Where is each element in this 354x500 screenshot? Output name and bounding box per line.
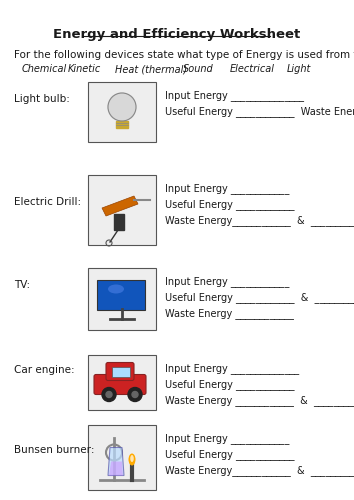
- Text: Useful Energy ____________  &  ____________: Useful Energy ____________ & ___________…: [165, 292, 354, 303]
- Text: Useful Energy ____________: Useful Energy ____________: [165, 449, 295, 460]
- Text: Waste Energy ____________: Waste Energy ____________: [165, 308, 294, 319]
- Bar: [114, 214, 124, 230]
- Ellipse shape: [129, 454, 136, 466]
- Text: Energy and Efficiency Worksheet: Energy and Efficiency Worksheet: [53, 28, 301, 41]
- Text: For the following devices state what type of Energy is used from this list:: For the following devices state what typ…: [14, 50, 354, 60]
- Text: Input Energy ____________: Input Energy ____________: [165, 433, 289, 444]
- Circle shape: [128, 388, 142, 402]
- Text: Car engine:: Car engine:: [14, 365, 75, 375]
- FancyBboxPatch shape: [97, 280, 145, 310]
- Text: Light: Light: [287, 64, 312, 74]
- Polygon shape: [102, 196, 138, 216]
- Text: Sound: Sound: [183, 64, 214, 74]
- Text: Chemical: Chemical: [22, 64, 67, 74]
- Ellipse shape: [130, 455, 134, 462]
- FancyBboxPatch shape: [94, 374, 146, 394]
- Text: Input Energy ____________: Input Energy ____________: [165, 276, 289, 287]
- Text: Bunsen burner:: Bunsen burner:: [14, 445, 95, 455]
- Bar: [88, 175, 156, 245]
- Circle shape: [106, 392, 112, 398]
- Text: Waste Energy____________  &  ____________: Waste Energy____________ & ____________: [165, 215, 354, 226]
- Text: Waste Energy ____________  &  ___________: Waste Energy ____________ & ___________: [165, 395, 354, 406]
- Bar: [88, 425, 156, 490]
- Bar: [88, 268, 156, 330]
- Circle shape: [108, 93, 136, 121]
- Text: Input Energy ______________: Input Energy ______________: [165, 363, 299, 374]
- Bar: [88, 82, 156, 142]
- Circle shape: [132, 392, 138, 398]
- Text: TV:: TV:: [14, 280, 30, 290]
- FancyBboxPatch shape: [106, 362, 134, 380]
- Ellipse shape: [108, 284, 124, 294]
- Text: Electric Drill:: Electric Drill:: [14, 197, 81, 207]
- Bar: [116, 121, 128, 128]
- FancyBboxPatch shape: [112, 366, 130, 376]
- Text: Useful Energy ____________: Useful Energy ____________: [165, 379, 295, 390]
- Text: Heat (thermal): Heat (thermal): [115, 64, 187, 74]
- Polygon shape: [108, 448, 124, 475]
- Text: Useful Energy ____________  Waste Energy ___________: Useful Energy ____________ Waste Energy …: [165, 106, 354, 117]
- Text: Input Energy ____________: Input Energy ____________: [165, 183, 289, 194]
- Polygon shape: [109, 462, 123, 475]
- Text: Input Energy _______________: Input Energy _______________: [165, 90, 304, 101]
- Bar: [88, 355, 156, 410]
- Text: Useful Energy ____________: Useful Energy ____________: [165, 199, 295, 210]
- Circle shape: [102, 388, 116, 402]
- Text: Electrical: Electrical: [230, 64, 275, 74]
- Text: Light bulb:: Light bulb:: [14, 94, 70, 104]
- Text: Waste Energy____________  &  ___________: Waste Energy____________ & ___________: [165, 465, 354, 476]
- Text: Kinetic: Kinetic: [68, 64, 101, 74]
